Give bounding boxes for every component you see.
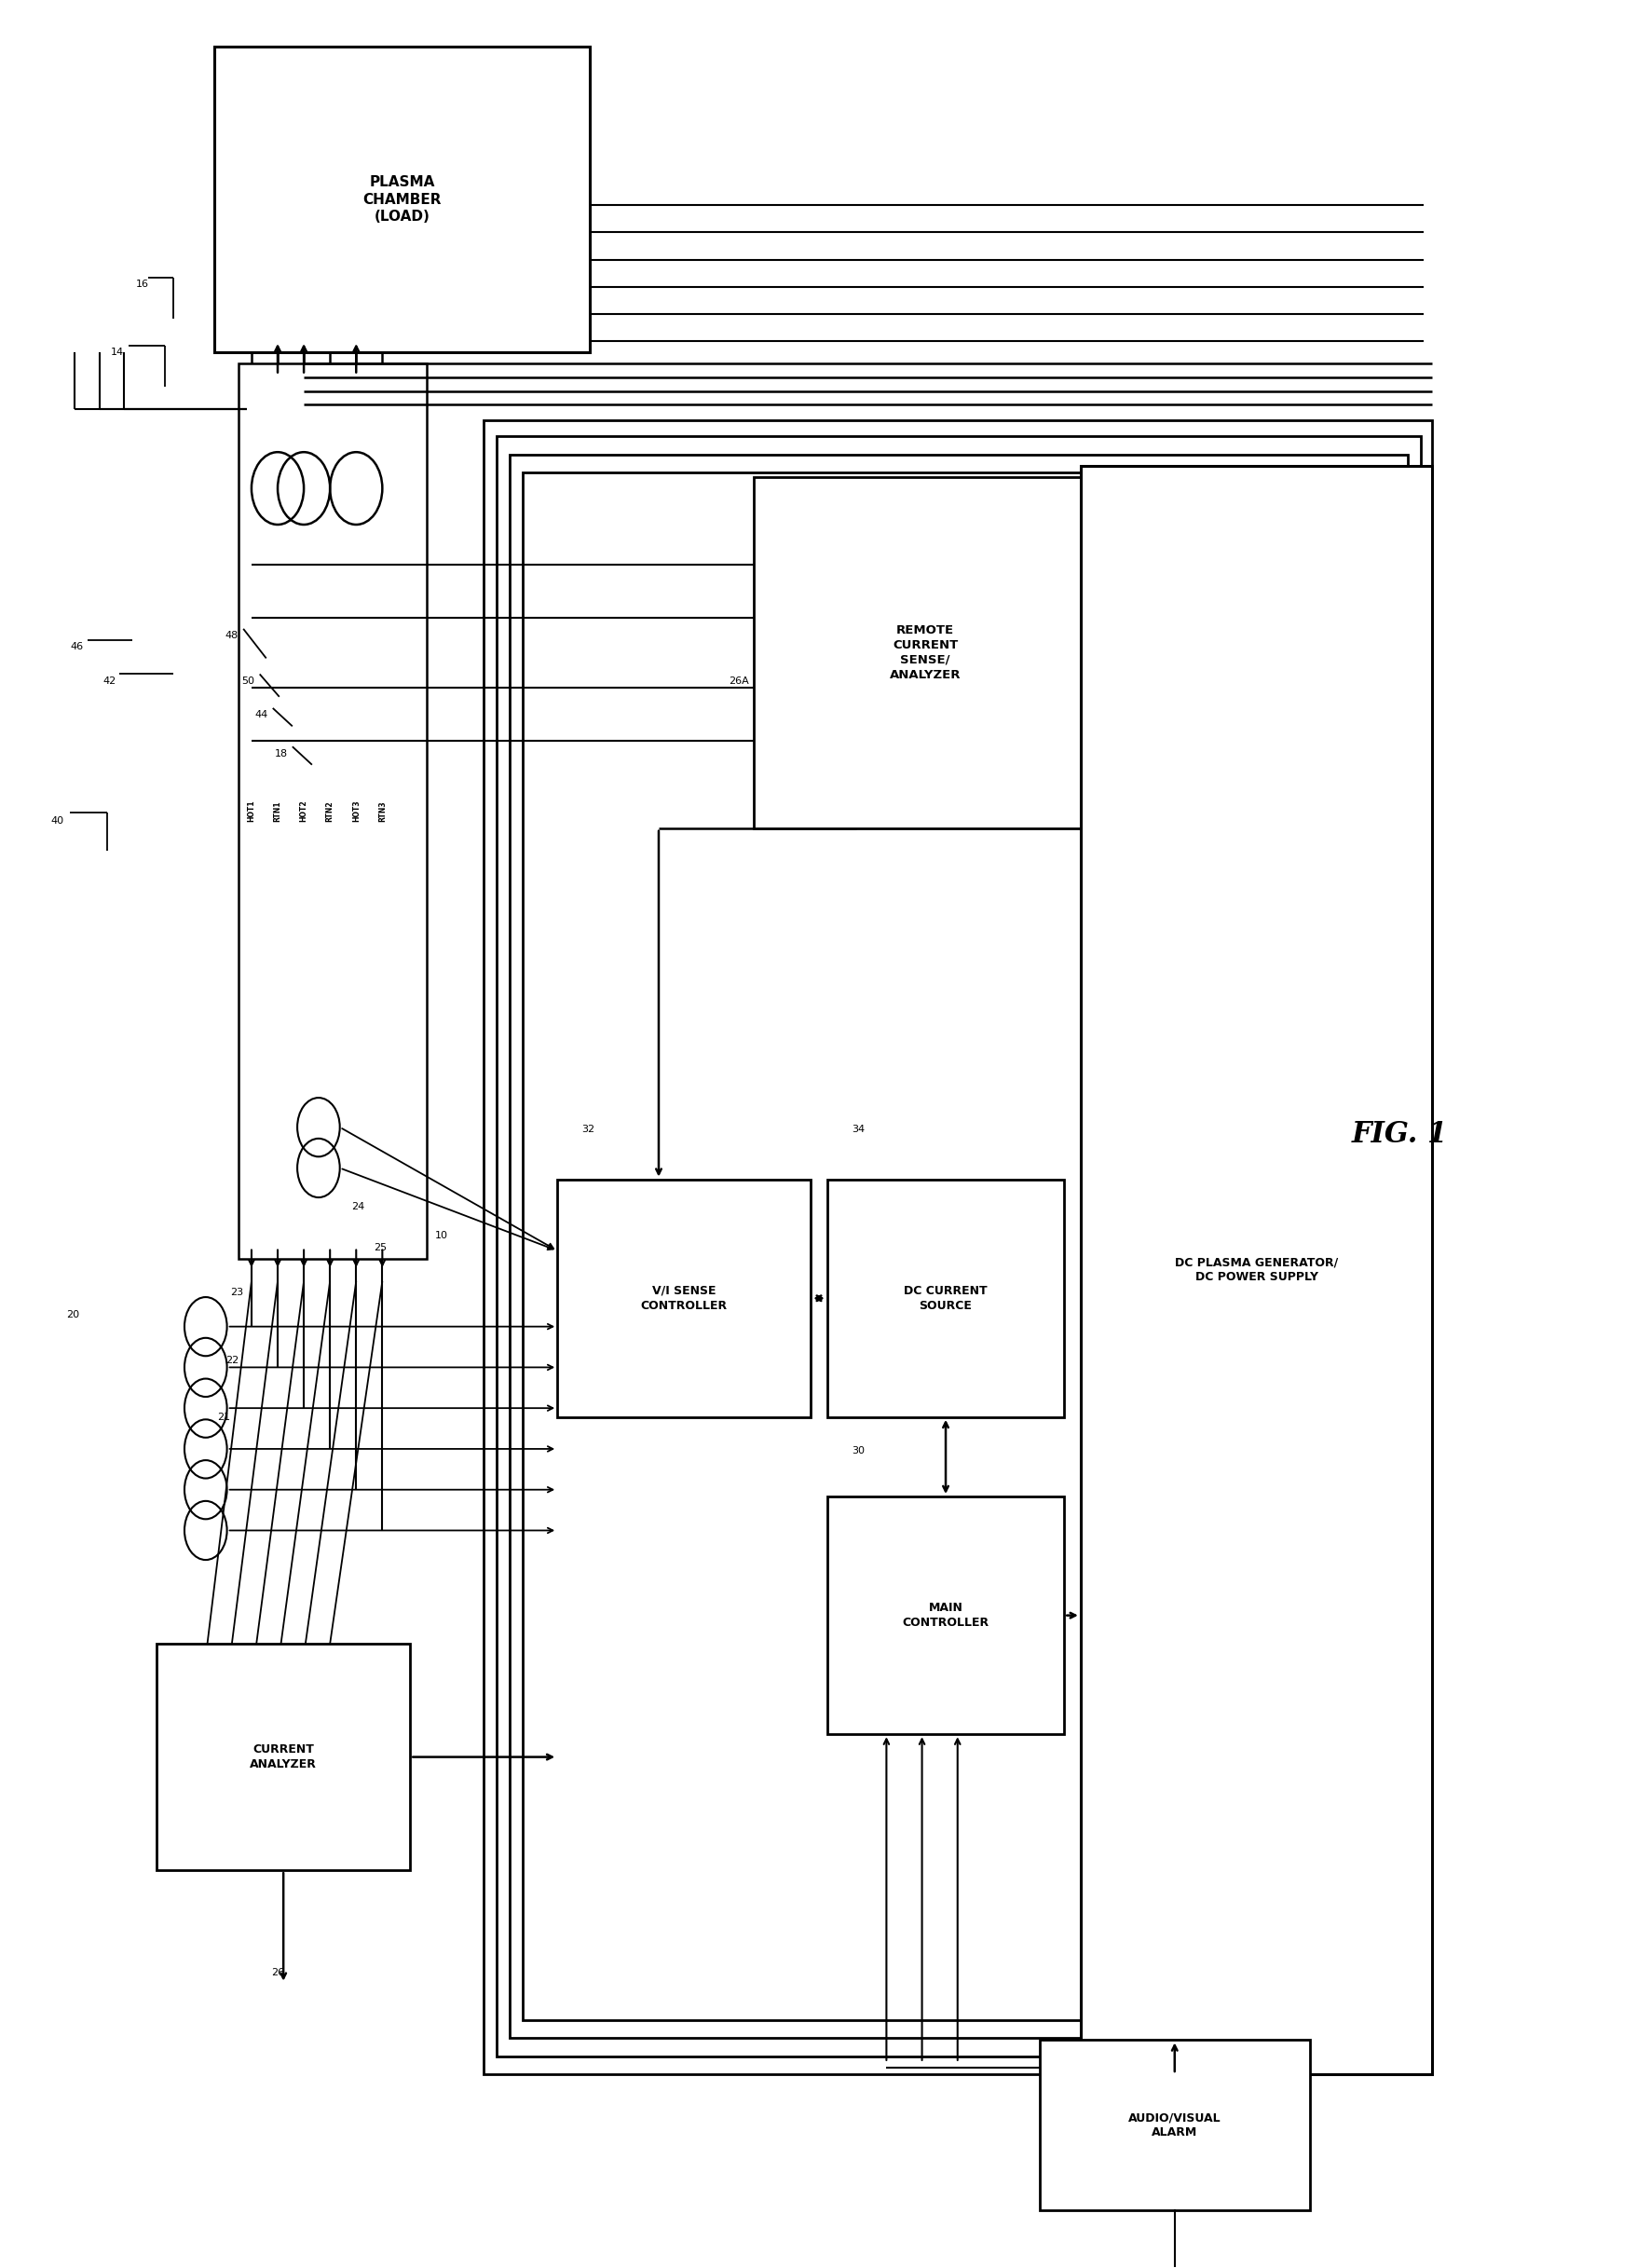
Text: 21: 21 (218, 1413, 231, 1422)
Text: 25: 25 (373, 1243, 386, 1252)
Text: HOT3: HOT3 (352, 801, 360, 823)
Text: 23: 23 (231, 1288, 244, 1297)
Bar (483, 420, 1431, 2075)
Text: 42: 42 (103, 676, 116, 685)
Text: RTN3: RTN3 (378, 801, 386, 821)
Text: 14: 14 (111, 347, 124, 356)
Text: 50: 50 (242, 676, 255, 685)
Bar (1080, 465, 1431, 2075)
Text: 22: 22 (224, 1356, 239, 1365)
Bar (753, 476, 1097, 828)
Text: RTN1: RTN1 (273, 801, 282, 821)
Text: 26: 26 (272, 1969, 285, 1978)
Text: 48: 48 (224, 631, 239, 640)
Text: DC CURRENT
SOURCE: DC CURRENT SOURCE (904, 1284, 987, 1311)
Text: CURRENT
ANALYZER: CURRENT ANALYZER (250, 1744, 316, 1771)
Bar (557, 1179, 810, 1418)
Text: PLASMA
CHAMBER
(LOAD): PLASMA CHAMBER (LOAD) (362, 175, 440, 225)
Text: 46: 46 (70, 642, 83, 651)
Text: 20: 20 (67, 1311, 80, 1320)
Bar (827, 1497, 1064, 1735)
Bar (827, 1179, 1064, 1418)
Bar (214, 48, 589, 352)
Text: 16: 16 (136, 279, 149, 288)
Text: 18: 18 (273, 748, 288, 758)
Text: 44: 44 (254, 710, 268, 719)
Text: HOT2: HOT2 (300, 801, 308, 823)
Text: V/I SENSE
CONTROLLER: V/I SENSE CONTROLLER (640, 1284, 727, 1311)
Text: 32: 32 (581, 1125, 594, 1134)
Text: 34: 34 (851, 1125, 864, 1134)
Text: 24: 24 (350, 1202, 363, 1211)
Text: RTN2: RTN2 (326, 801, 334, 821)
Bar (522, 472, 1393, 2021)
Bar (157, 1644, 409, 1871)
Text: REMOTE
CURRENT
SENSE/
ANALYZER: REMOTE CURRENT SENSE/ ANALYZER (889, 624, 961, 680)
Text: AUDIO/VISUAL
ALARM: AUDIO/VISUAL ALARM (1128, 2112, 1220, 2139)
Text: DC PLASMA GENERATOR/
DC POWER SUPPLY: DC PLASMA GENERATOR/ DC POWER SUPPLY (1174, 1256, 1337, 1284)
Bar (509, 454, 1406, 2039)
Bar (1039, 2041, 1310, 2209)
Text: FIG. 1: FIG. 1 (1351, 1120, 1447, 1148)
Text: 40: 40 (51, 816, 64, 826)
Text: MAIN
CONTROLLER: MAIN CONTROLLER (902, 1601, 989, 1628)
Text: 10: 10 (434, 1232, 447, 1241)
Text: HOT1: HOT1 (247, 801, 255, 823)
Bar (239, 363, 426, 1259)
Bar (496, 435, 1419, 2057)
Text: 30: 30 (851, 1447, 864, 1456)
Text: 26A: 26A (728, 676, 748, 685)
